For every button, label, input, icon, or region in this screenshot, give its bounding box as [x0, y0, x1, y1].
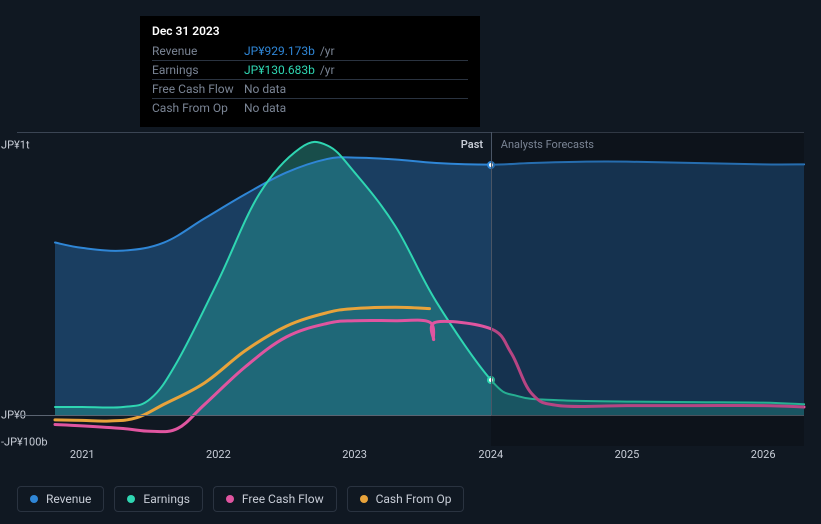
y-axis-label: JP¥1t [1, 139, 30, 152]
legend-label: Earnings [143, 492, 190, 506]
x-axis-label: 2023 [342, 448, 367, 461]
tooltip-row: RevenueJP¥929.173b /yr [152, 42, 468, 61]
tooltip-label: Free Cash Flow [152, 82, 244, 96]
x-axis-label: 2022 [206, 448, 231, 461]
tooltip-date: Dec 31 2023 [152, 24, 468, 42]
tooltip-row: Free Cash FlowNo data [152, 80, 468, 99]
tooltip-label: Cash From Op [152, 101, 244, 115]
legend-label: Free Cash Flow [242, 492, 324, 506]
legend-item-cashop[interactable]: Cash From Op [347, 486, 465, 512]
legend-swatch [127, 495, 135, 503]
tooltip-value: No data [244, 101, 288, 115]
tooltip-value: No data [244, 82, 288, 96]
chart-tooltip: Dec 31 2023 RevenueJP¥929.173b /yrEarnin… [140, 16, 480, 127]
legend-label: Cash From Op [376, 492, 452, 506]
chart-legend: Revenue Earnings Free Cash Flow Cash From O… [17, 486, 464, 512]
legend-label: Revenue [46, 492, 91, 506]
tooltip-value: JP¥130.683b /yr [244, 63, 335, 77]
tooltip-suffix: /yr [317, 63, 335, 77]
legend-swatch [360, 495, 368, 503]
tooltip-row: Cash From OpNo data [152, 99, 468, 117]
legend-item-earnings[interactable]: Earnings [114, 486, 203, 512]
cursor-line [491, 132, 492, 415]
legend-swatch [226, 495, 234, 503]
forecast-shade [491, 132, 804, 446]
x-axis-label: 2025 [615, 448, 640, 461]
tooltip-suffix: /yr [317, 44, 335, 58]
tooltip-label: Revenue [152, 44, 244, 58]
x-axis: 2021 2022 2023 2024 2025 2026 [55, 448, 804, 468]
tooltip-label: Earnings [152, 63, 244, 77]
financial-chart: 202120222023202420252026 JP¥1tJP¥0-JP¥10… [17, 120, 804, 460]
tooltip-row: EarningsJP¥130.683b /yr [152, 61, 468, 80]
legend-item-revenue[interactable]: Revenue [17, 486, 104, 512]
tooltip-value: JP¥929.173b /yr [244, 44, 335, 58]
y-axis-label: -JP¥100b [1, 436, 48, 449]
legend-swatch [30, 495, 38, 503]
legend-item-fcf[interactable]: Free Cash Flow [213, 486, 337, 512]
x-axis-label: 2026 [751, 448, 776, 461]
forecast-label: Analysts Forecasts [501, 138, 594, 151]
x-axis-label: 2024 [478, 448, 503, 461]
past-label: Past [461, 138, 483, 151]
x-axis-label: 2021 [70, 448, 95, 461]
